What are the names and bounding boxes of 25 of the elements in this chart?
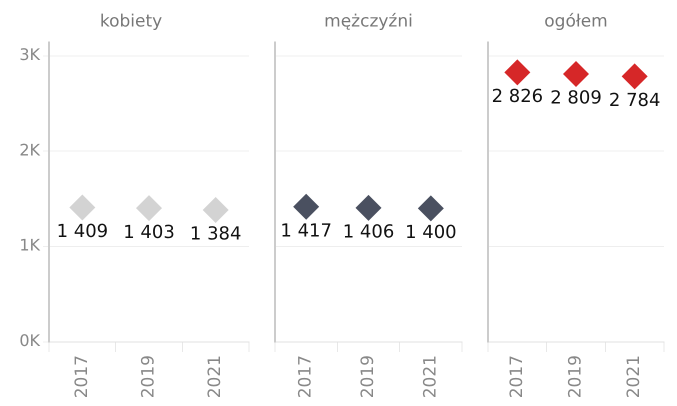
x-tick-label: 2021 bbox=[205, 355, 226, 398]
data-label: 2 784 bbox=[608, 90, 660, 112]
data-label: 2 826 bbox=[492, 86, 544, 108]
x-tick-label: 2019 bbox=[565, 355, 586, 398]
chart-title: ogółem bbox=[544, 12, 608, 32]
x-tick-label: 2021 bbox=[420, 355, 440, 398]
data-label: 1 400 bbox=[405, 222, 457, 244]
y-tick-label: 2K bbox=[19, 140, 41, 160]
y-tick-label: 1K bbox=[19, 236, 41, 255]
x-tick-label: 2017 bbox=[72, 355, 92, 398]
data-label: 1 417 bbox=[280, 220, 332, 242]
data-label: 1 384 bbox=[190, 224, 242, 245]
x-tick-label: 2019 bbox=[138, 355, 158, 398]
chart-title: kobiety bbox=[100, 12, 162, 32]
data-label: 1 409 bbox=[56, 221, 108, 242]
data-label: 2 809 bbox=[550, 88, 602, 109]
x-tick-label: 2021 bbox=[624, 355, 644, 398]
x-tick-label: 2017 bbox=[506, 355, 527, 398]
x-tick-label: 2017 bbox=[296, 355, 316, 398]
y-tick-label: 3K bbox=[19, 44, 41, 64]
data-label: 1 406 bbox=[342, 222, 394, 243]
x-tick-label: 2019 bbox=[358, 355, 378, 398]
y-tick-label: 0K bbox=[19, 331, 41, 350]
chart-title: mężczyźni bbox=[324, 12, 413, 32]
data-label: 1 403 bbox=[123, 222, 175, 243]
